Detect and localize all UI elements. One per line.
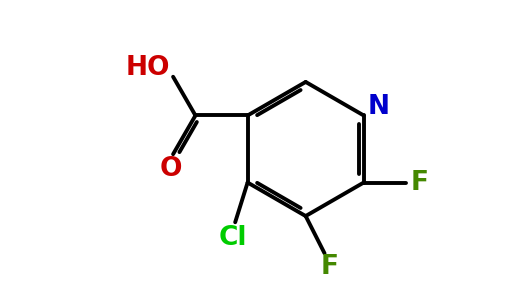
Text: Cl: Cl bbox=[219, 225, 247, 251]
Text: N: N bbox=[368, 94, 390, 119]
Text: O: O bbox=[159, 156, 182, 182]
Text: HO: HO bbox=[126, 55, 170, 81]
Text: F: F bbox=[321, 254, 338, 280]
Text: F: F bbox=[411, 170, 429, 195]
